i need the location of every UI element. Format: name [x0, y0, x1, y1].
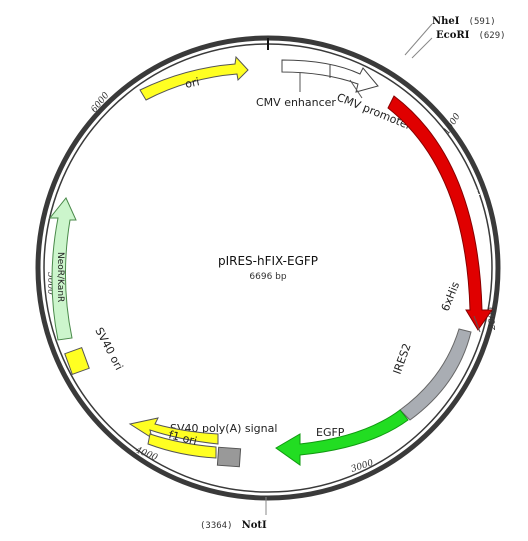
cmv-enhancer-label: CMV enhancer: [256, 96, 336, 109]
ires-block: [399, 328, 472, 421]
neo-label: NeoR/KanR: [55, 252, 65, 302]
ecori-leader: [411, 37, 433, 59]
his-tag-leader: [473, 315, 481, 333]
neo-arrow: [48, 197, 77, 341]
ires-label: IRES2: [391, 342, 414, 376]
ori-arrow: [139, 55, 249, 101]
cmv-promoter-leader: [349, 79, 363, 99]
hfix-arrow: [387, 95, 493, 331]
egfp-arrow: [275, 409, 409, 466]
tick-label-5000: 5000: [45, 272, 55, 295]
site-nhei: NheI (591): [432, 9, 496, 28]
tick-label-2000: 2000: [488, 307, 498, 331]
site-ecori: EcoRI (629): [436, 23, 506, 42]
sv40-ori-label: SV40 ori: [92, 325, 125, 372]
sv40-polya-block: [216, 446, 242, 468]
f1-ori-body: [147, 433, 217, 459]
site-noti: (3364) NotI: [200, 513, 267, 532]
plasmid-length: 6696 bp: [249, 272, 286, 282]
f1-ori-arrow: [128, 417, 219, 445]
nhei-leader: [404, 23, 433, 56]
plasmid-name: pIRES-hFIX-EGFP: [218, 254, 318, 268]
his-tag-label: 6xHis: [439, 280, 463, 313]
sv40-ori-block: [64, 346, 90, 376]
egfp-label: EGFP: [316, 426, 345, 439]
ori-label: ori: [184, 75, 201, 91]
